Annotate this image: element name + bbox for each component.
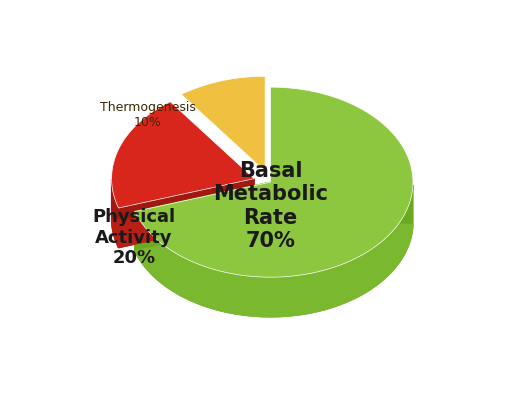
Polygon shape xyxy=(181,76,265,171)
Polygon shape xyxy=(112,102,254,208)
Polygon shape xyxy=(135,185,413,317)
Polygon shape xyxy=(112,218,254,248)
Polygon shape xyxy=(119,179,254,248)
Polygon shape xyxy=(135,222,413,317)
Text: Thermogenesis
10%: Thermogenesis 10% xyxy=(100,101,196,129)
Polygon shape xyxy=(112,179,119,248)
Polygon shape xyxy=(135,182,270,251)
Text: Physical
Activity
20%: Physical Activity 20% xyxy=(92,208,175,267)
Text: Basal
Metabolic
Rate
70%: Basal Metabolic Rate 70% xyxy=(213,161,328,251)
Polygon shape xyxy=(135,87,413,277)
